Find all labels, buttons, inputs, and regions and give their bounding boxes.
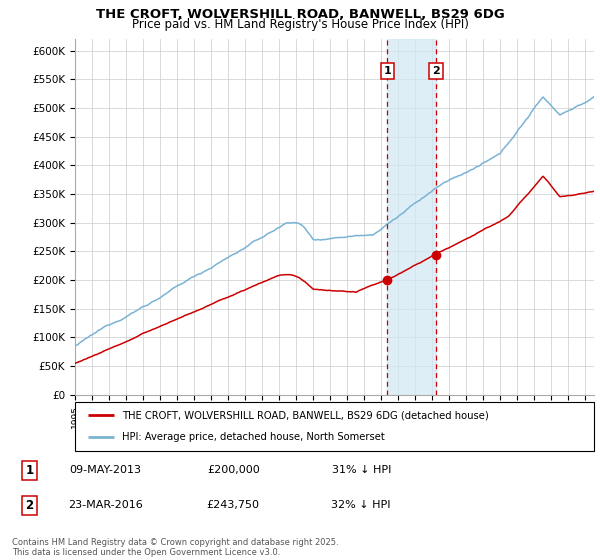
Text: £200,000: £200,000: [207, 465, 260, 475]
Text: 23-MAR-2016: 23-MAR-2016: [68, 501, 142, 510]
Text: 31% ↓ HPI: 31% ↓ HPI: [332, 465, 391, 475]
Text: 09-MAY-2013: 09-MAY-2013: [69, 465, 141, 475]
Text: THE CROFT, WOLVERSHILL ROAD, BANWELL, BS29 6DG: THE CROFT, WOLVERSHILL ROAD, BANWELL, BS…: [95, 8, 505, 21]
Bar: [387, 39, 436, 395]
Text: THE CROFT, WOLVERSHILL ROAD, BANWELL, BS29 6DG (detached house): THE CROFT, WOLVERSHILL ROAD, BANWELL, BS…: [122, 410, 488, 421]
Text: Price paid vs. HM Land Registry's House Price Index (HPI): Price paid vs. HM Land Registry's House …: [131, 18, 469, 31]
Text: 1: 1: [383, 66, 391, 76]
Text: 2: 2: [432, 66, 440, 76]
Text: Contains HM Land Registry data © Crown copyright and database right 2025.
This d: Contains HM Land Registry data © Crown c…: [12, 538, 338, 557]
Text: HPI: Average price, detached house, North Somerset: HPI: Average price, detached house, Nort…: [122, 432, 385, 442]
Text: 1: 1: [25, 464, 34, 477]
Text: 32% ↓ HPI: 32% ↓ HPI: [331, 501, 391, 510]
Text: £243,750: £243,750: [206, 501, 260, 510]
Text: 2: 2: [25, 499, 34, 512]
